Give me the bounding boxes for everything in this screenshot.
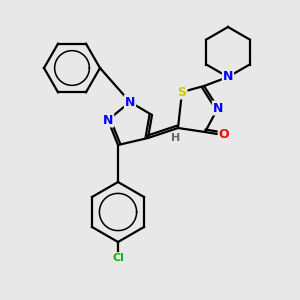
Text: O: O <box>219 128 229 140</box>
Text: N: N <box>103 113 113 127</box>
Text: H: H <box>171 133 181 143</box>
Text: N: N <box>213 101 223 115</box>
Text: N: N <box>223 70 233 83</box>
Text: N: N <box>125 95 135 109</box>
Text: S: S <box>178 85 187 98</box>
Text: Cl: Cl <box>112 253 124 263</box>
